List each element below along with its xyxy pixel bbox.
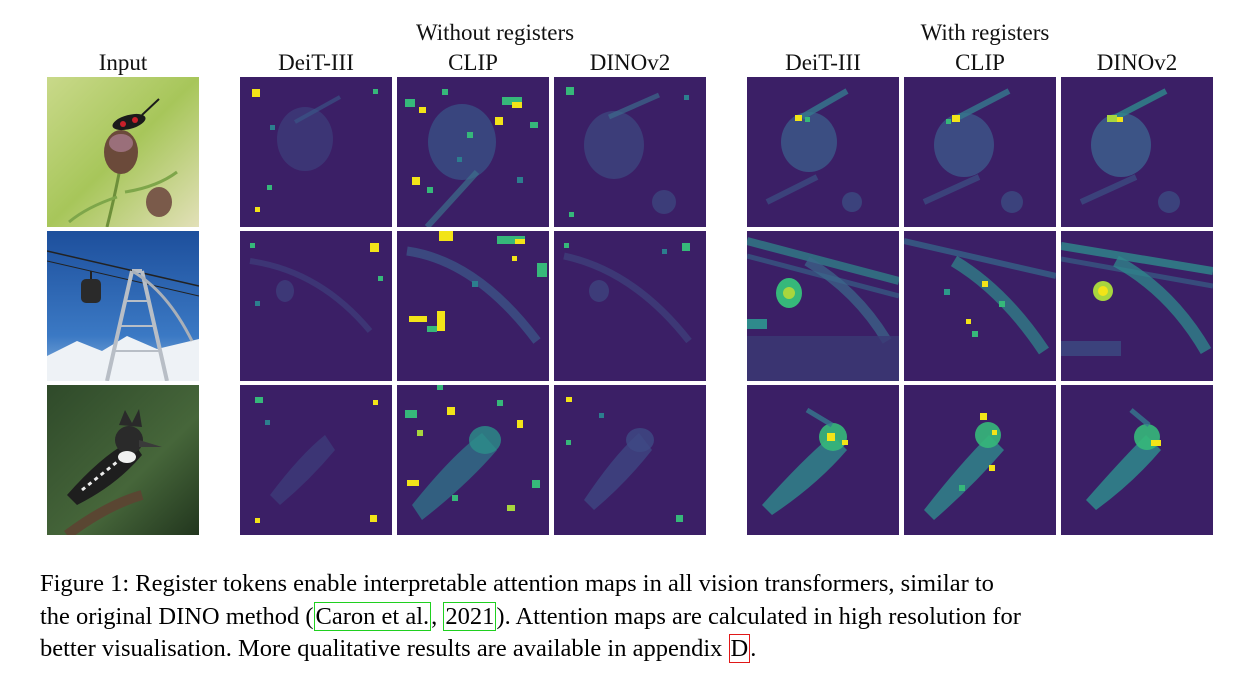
figure-caption: Figure 1: Register tokens enable interpr… (40, 568, 1215, 666)
attention-map-deit-with-insect (747, 77, 899, 227)
attention-map-deit-without-cable-car (240, 231, 392, 381)
input-image-kingfisher (47, 385, 199, 535)
attention-map-deit-with-cable-car (747, 231, 899, 381)
caption-text: the original DINO method ( (40, 602, 314, 630)
input-image-cable-car (47, 231, 199, 381)
attention-map-deit-with-kingfisher (747, 385, 899, 535)
caption-text: ). Attention maps are calculated in high… (496, 602, 1021, 630)
attention-map-clip-without-cable-car (397, 231, 549, 381)
input-image-insect (47, 77, 199, 227)
column-header-deit-with: DeiT-III (785, 50, 861, 75)
attention-map-dinov2-without-insect (554, 77, 706, 227)
caption-line-3: better visualisation. More qualitative r… (40, 633, 1215, 666)
appendix-reference-link[interactable]: D (728, 634, 751, 663)
caption-line-2: the original DINO method (Caron et al., … (40, 601, 1215, 634)
column-header-dinov2-without: DINOv2 (589, 50, 671, 75)
group-header-without-registers: Without registers (415, 20, 575, 45)
attention-map-dinov2-without-cable-car (554, 231, 706, 381)
column-header-clip-without: CLIP (448, 50, 498, 75)
column-header-input: Input (98, 50, 148, 75)
column-header-dinov2-with: DINOv2 (1096, 50, 1178, 75)
caption-text: better visualisation. More qualitative r… (40, 635, 729, 662)
caption-line-1: Figure 1: Register tokens enable interpr… (40, 570, 994, 597)
attention-map-deit-without-insect (240, 77, 392, 227)
column-header-clip-with: CLIP (955, 50, 1005, 75)
attention-map-deit-without-kingfisher (240, 385, 392, 535)
caption-text: . (750, 635, 757, 662)
group-header-with-registers: With registers (920, 20, 1050, 45)
attention-map-clip-with-kingfisher (904, 385, 1056, 535)
attention-map-clip-with-insect (904, 77, 1056, 227)
attention-map-dinov2-with-cable-car (1061, 231, 1213, 381)
citation-link-year[interactable]: 2021 (443, 601, 497, 631)
attention-map-dinov2-with-kingfisher (1061, 385, 1213, 535)
attention-map-clip-without-kingfisher (397, 385, 549, 535)
attention-map-clip-with-cable-car (904, 231, 1056, 381)
citation-link-author[interactable]: Caron et al. (313, 601, 432, 631)
attention-map-clip-without-insect (397, 77, 549, 227)
column-header-deit-without: DeiT-III (278, 50, 354, 75)
caption-text: , (431, 602, 444, 630)
attention-map-dinov2-without-kingfisher (554, 385, 706, 535)
attention-map-dinov2-with-insect (1061, 77, 1213, 227)
